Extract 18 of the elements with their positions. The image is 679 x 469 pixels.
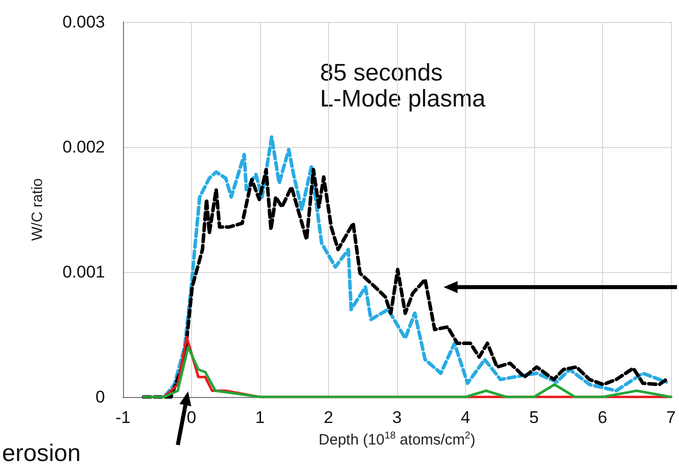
x-tick-label: 3 bbox=[392, 408, 402, 427]
x-tick-label: 6 bbox=[598, 408, 608, 427]
text: erosion bbox=[2, 440, 81, 467]
x-tick-label: 4 bbox=[460, 408, 470, 427]
line-series bbox=[142, 346, 672, 398]
annotation: 85 seconds bbox=[320, 60, 443, 86]
y-axis-title: W/C ratio bbox=[29, 178, 46, 241]
x-tick-label: 2 bbox=[324, 408, 334, 427]
x-tick-label: -1 bbox=[115, 408, 131, 427]
x-tick-label: 5 bbox=[529, 408, 539, 427]
x-tick-label: 7 bbox=[666, 408, 676, 427]
x-tick-label: 0 bbox=[186, 408, 196, 427]
x-tick-label: 1 bbox=[255, 408, 265, 427]
y-tick-label: 0.002 bbox=[62, 138, 105, 156]
y-tick-label: 0.003 bbox=[62, 12, 105, 32]
y-tick-label: 0 bbox=[96, 388, 105, 406]
annotation: L-Mode plasma bbox=[320, 86, 486, 112]
y-tick-label: 0.001 bbox=[62, 262, 105, 282]
